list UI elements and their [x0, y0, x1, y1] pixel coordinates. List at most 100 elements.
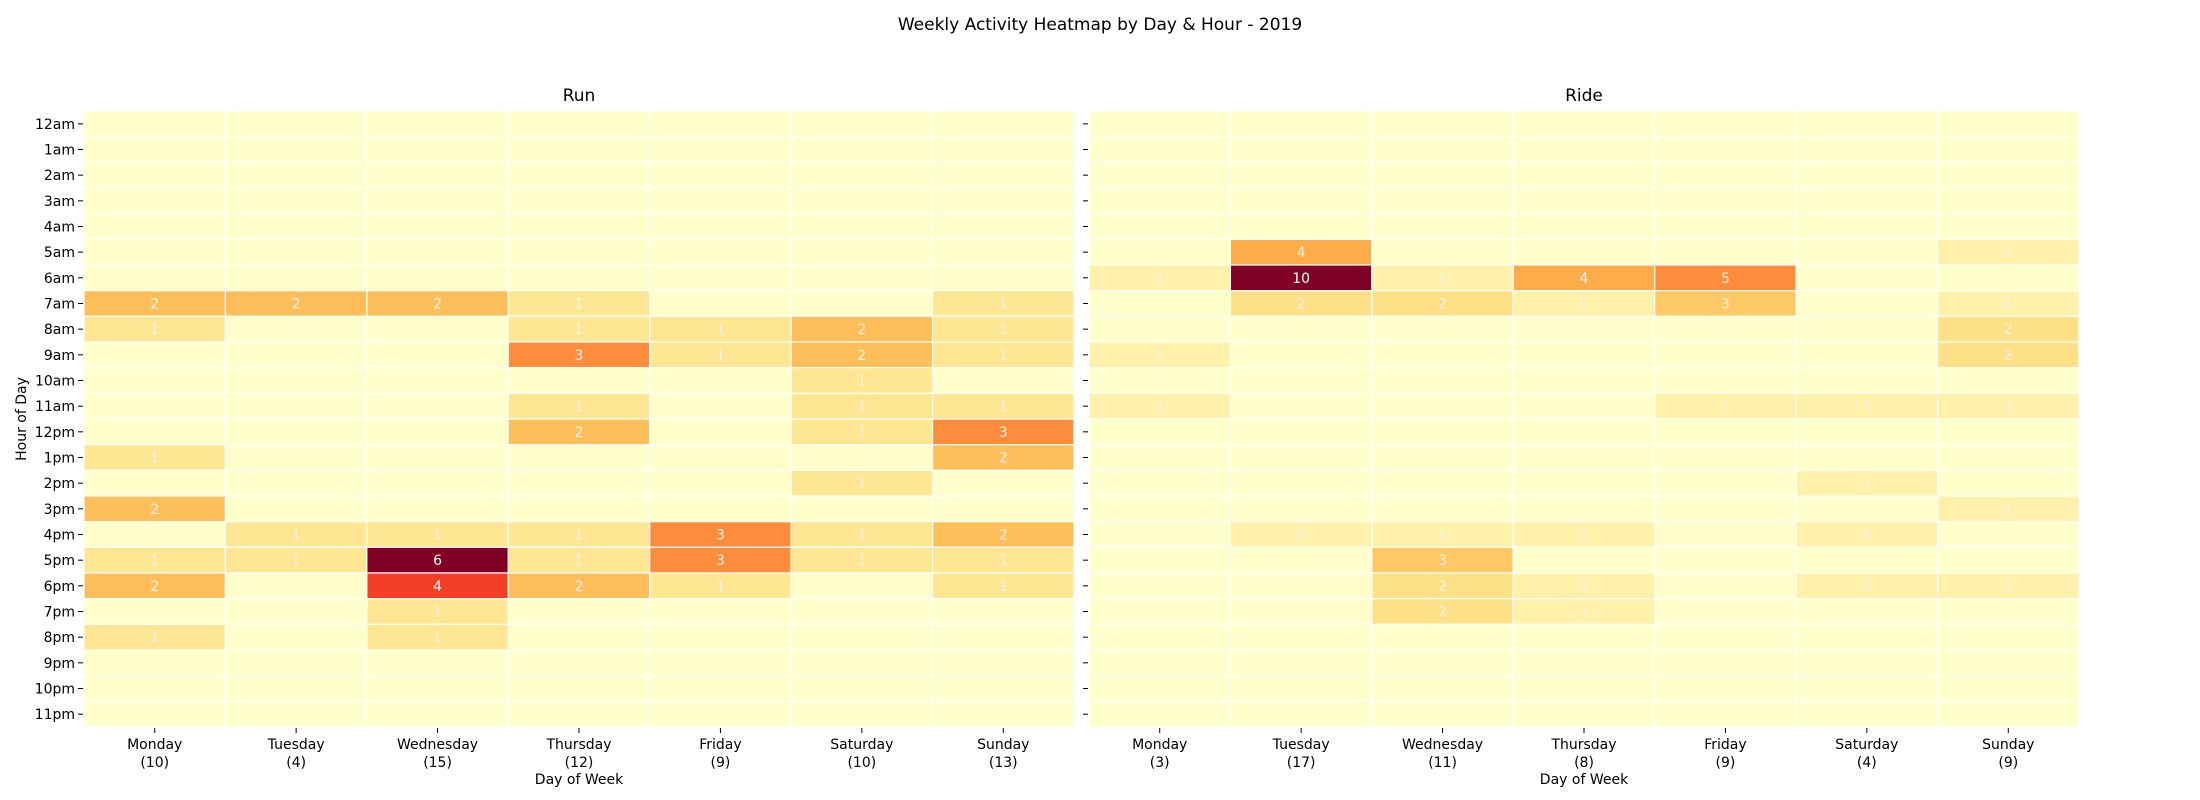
y-tick-label: 1am: [44, 143, 75, 159]
heatmap-cell: [1795, 418, 1939, 446]
heatmap-cell: [507, 238, 651, 266]
cell-value-label: 1: [857, 425, 866, 441]
cell-value-label: 1: [857, 528, 866, 544]
cell-value-label: 1: [999, 322, 1008, 338]
cell-value-label: 2: [150, 297, 159, 313]
heatmap-cell: [1654, 392, 1797, 420]
heatmap-cell: [1654, 444, 1797, 471]
heatmap-cell: [931, 623, 1075, 651]
heatmap-cell: [1654, 238, 1797, 266]
heatmap-cell: [790, 675, 934, 702]
x-tick-label: Saturday (4): [1835, 737, 1898, 771]
heatmap-cell: [1936, 290, 2080, 317]
heatmap-cell: [790, 187, 934, 215]
heatmap-cell: [83, 392, 227, 420]
heatmap-cell: [649, 161, 792, 189]
heatmap-cell: [366, 418, 509, 446]
cell-value-label: 1: [716, 322, 725, 338]
cell-value-label: 1: [575, 553, 584, 569]
heatmap-cell: [1795, 367, 1939, 394]
heatmap-cell: [931, 341, 1075, 369]
heatmap-cell: [224, 623, 368, 651]
cell-value-label: 1: [2004, 502, 2013, 518]
ride-heatmap-panel: Ride 4 1 1 10 1 4 5 2 2 1 3 1 2 1 2 1 1 1 1 1 1 1 1 1 1 3 2 1 1 1 2 1 Mon…: [1083, 86, 2080, 788]
heatmap-cell: [1936, 264, 2080, 292]
heatmap-cell: [931, 264, 1075, 292]
heatmap-cell: [366, 469, 509, 497]
heatmap-cell: [1936, 110, 2080, 138]
cell-value-label: 3: [999, 425, 1008, 441]
cell-value-label: 2: [575, 425, 584, 441]
cell-value-label: 1: [575, 528, 584, 544]
heatmap-cell: [649, 444, 792, 471]
y-tick-label: 11am: [35, 399, 75, 415]
heatmap-cell: [649, 675, 792, 702]
x-tick-label: Monday (10): [127, 737, 182, 771]
heatmap-cell: [649, 110, 792, 138]
heatmap-cell: [507, 649, 651, 677]
heatmap-cell: [1654, 187, 1797, 215]
heatmap-cell: [1088, 213, 1232, 240]
cell-value-label: 2: [1438, 297, 1447, 313]
heatmap-cell: [507, 110, 651, 138]
heatmap-cell: [790, 572, 934, 600]
heatmap-cell: [1229, 161, 1373, 189]
heatmap-cell: [1229, 649, 1373, 677]
cell-value-label: 1: [292, 528, 301, 544]
x-tick-label: Friday (9): [1704, 737, 1746, 771]
heatmap-cell: [1088, 572, 1232, 600]
y-tick-label: 10pm: [35, 682, 75, 698]
heatmap-cell: [649, 546, 792, 574]
heatmap-cell: [507, 444, 651, 471]
heatmap-cell: [1654, 161, 1797, 189]
heatmap-cell: [1654, 675, 1797, 702]
heatmap-cell: [1371, 161, 1514, 189]
heatmap-cell: [1088, 238, 1232, 266]
heatmap-cell: [1936, 161, 2080, 189]
heatmap-cell: [931, 675, 1075, 702]
heatmap-cell: [83, 700, 227, 728]
cell-value-label: 1: [1155, 399, 1164, 415]
heatmap-cell: [1936, 675, 2080, 702]
heatmap-cell: [224, 700, 368, 728]
heatmap-cell: [1371, 187, 1514, 215]
heatmap-cell: [224, 161, 368, 189]
heatmap-cell: [224, 418, 368, 446]
cell-value-label: 1: [575, 297, 584, 313]
cell-value-label: 1: [433, 605, 442, 621]
heatmap-cell: [790, 623, 934, 651]
heatmap-cell: [1371, 649, 1514, 677]
heatmap-cell: [1371, 623, 1514, 651]
heatmap-cell: [1795, 187, 1939, 215]
heatmap-cell: [931, 161, 1075, 189]
heatmap-cell: [649, 367, 792, 394]
heatmap-cell: [1371, 444, 1514, 471]
heatmap-cell: [1371, 367, 1514, 394]
heatmap-cell: [83, 521, 227, 548]
cell-value-label: 1: [999, 553, 1008, 569]
cell-value-label: 2: [2004, 322, 2013, 338]
x-tick-label: Wednesday (15): [397, 737, 478, 771]
heatmap-cell: [1088, 521, 1232, 548]
heatmap-cell: [366, 392, 509, 420]
heatmap-cell: [1654, 521, 1797, 548]
heatmap-cell: [1088, 495, 1232, 523]
heatmap-cell: [507, 136, 651, 163]
heatmap-cell: [790, 290, 934, 317]
y-tick-label: 5am: [44, 245, 75, 261]
heatmap-cell: [366, 675, 509, 702]
heatmap-cell: [1654, 700, 1797, 728]
heatmap-cell: [1936, 495, 2080, 523]
heatmap-cell: [1512, 598, 1656, 625]
heatmap-cell: [1512, 546, 1656, 574]
heatmap-cell: [931, 110, 1075, 138]
heatmap-cell: [1654, 546, 1797, 574]
heatmap-cell: [224, 264, 368, 292]
y-tick-label: 6am: [44, 271, 75, 287]
heatmap-cell: [1088, 341, 1232, 369]
cell-value-label: 6: [433, 553, 442, 569]
y-tick-label: 7pm: [44, 605, 75, 621]
heatmap-cell: [649, 341, 792, 369]
y-tick-label: 4am: [44, 220, 75, 236]
